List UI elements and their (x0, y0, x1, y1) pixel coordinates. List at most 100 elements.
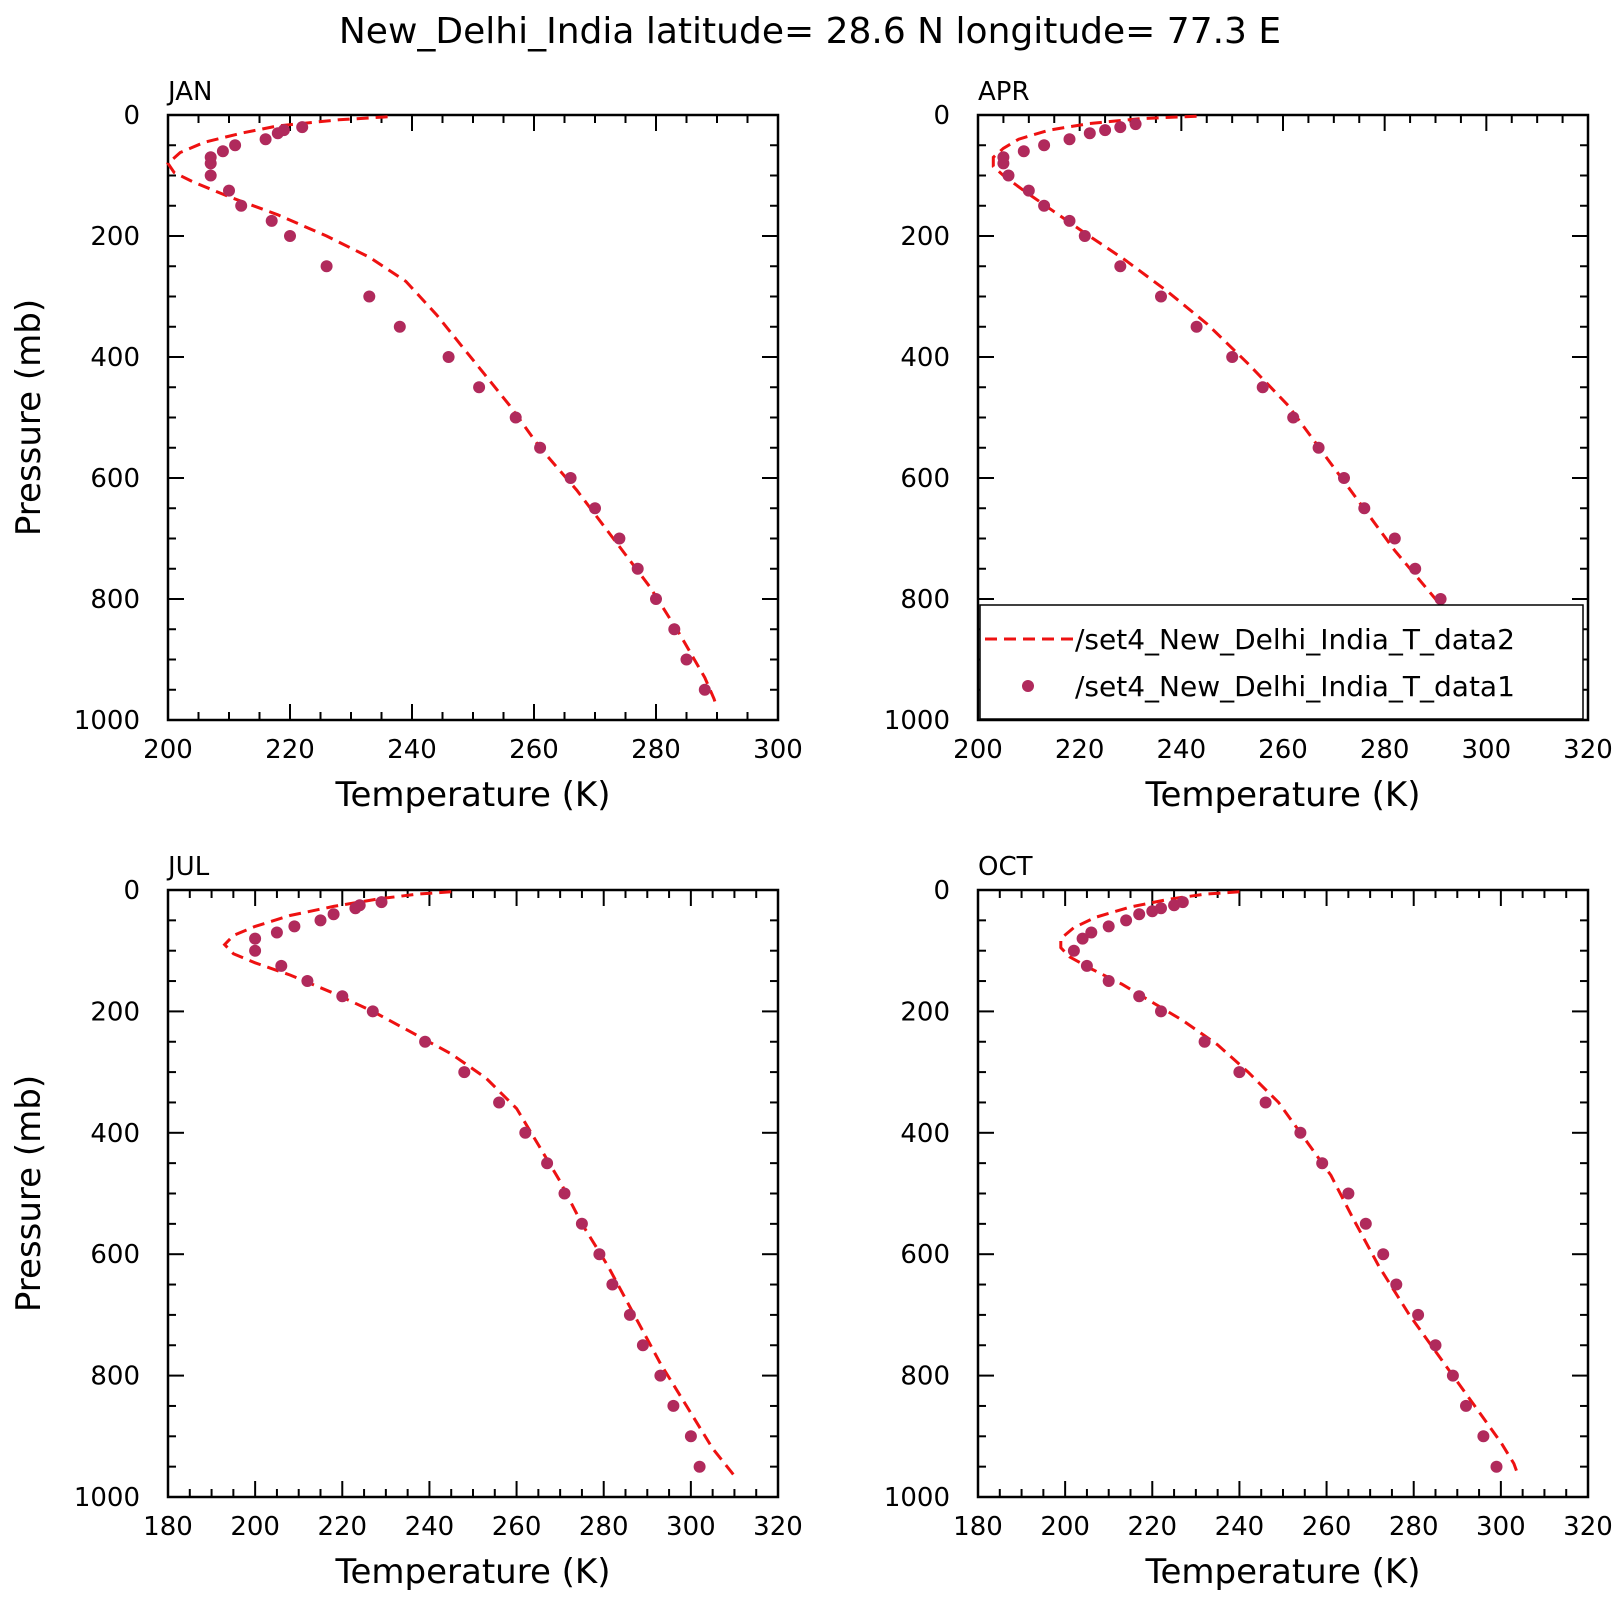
obs-temperature-point (1002, 169, 1015, 182)
obs-temperature-point (1063, 214, 1076, 227)
y-tick-label: 1000 (74, 1483, 140, 1513)
obs-temperature-point (636, 1339, 649, 1352)
obs-temperature-point (534, 441, 547, 454)
y-tick-label: 800 (90, 1362, 140, 1392)
y-tick-label: 800 (900, 585, 950, 615)
obs-temperature-point (650, 593, 662, 605)
panel-label-jul: JUL (166, 852, 210, 882)
obs-temperature-point (558, 1187, 571, 1200)
obs-temperature-point (684, 1430, 697, 1443)
obs-temperature-point (375, 896, 388, 909)
legend-entry-model: /set4_New_Delhi_India_T_data2 (1075, 623, 1515, 656)
x-tick-label: 260 (492, 1512, 542, 1542)
panels: 200 220 240 260 280 300 0 200 400 600 800 1000 JAN Te… (9, 77, 1613, 1592)
obs-temperature-point (1133, 990, 1146, 1003)
x-tick-label: 220 (265, 735, 315, 765)
x-tick-label: 200 (230, 1512, 280, 1542)
model-temperature-line-jul (222, 890, 736, 1477)
x-tick-label: 280 (579, 1512, 629, 1542)
y-tick-label: 600 (900, 464, 950, 494)
y-tick-label: 0 (123, 101, 140, 131)
obs-temperature-point (668, 623, 681, 636)
x-tick-label: 260 (1258, 735, 1308, 765)
y-tick-label: 200 (900, 997, 950, 1027)
legend-box (979, 604, 1584, 720)
obs-temperature-point (1198, 1035, 1211, 1048)
obs-temperature-point (288, 920, 301, 933)
y-axis-label-jan: Pressure (mb) (9, 299, 49, 536)
y-tick-label: 600 (90, 1240, 140, 1270)
y-tick-label: 0 (933, 876, 950, 906)
x-tick-label: 200 (953, 735, 1003, 765)
obs-temperature-point (541, 1157, 554, 1170)
obs-temperature-point (419, 1035, 432, 1048)
y-tick-label: 200 (900, 222, 950, 252)
figure-title: New_Delhi_India latitude= 28.6 N longitu… (339, 11, 1281, 52)
obs-temperature-point (1359, 1217, 1372, 1230)
x-tick-label: 180 (953, 1512, 1003, 1542)
obs-temperature-point (1083, 127, 1096, 140)
y-axis-label-jul: Pressure (mb) (9, 1075, 49, 1312)
obs-temperature-point (519, 1126, 532, 1139)
obs-temperature-point (223, 184, 235, 197)
x-tick-label: 180 (143, 1512, 193, 1542)
y-tick-label: 800 (900, 1362, 950, 1392)
obs-temperature-point (204, 169, 217, 182)
obs-temperature-point (1338, 472, 1350, 484)
obs-temperature-point (1067, 944, 1080, 957)
y-tick-label: 400 (90, 343, 140, 373)
y-tick-label: 400 (90, 1119, 140, 1149)
x-tick-label: 300 (1476, 1512, 1526, 1542)
y-tick-label: 1000 (74, 706, 140, 736)
obs-temperature-point (265, 214, 278, 227)
y-tick-label: 400 (900, 343, 950, 373)
obs-temperature-point (249, 944, 262, 957)
x-tick-label: 280 (1389, 1512, 1439, 1542)
obs-temperature-point (1155, 290, 1167, 303)
y-tick-label: 1000 (884, 1483, 950, 1513)
obs-temperature-point (259, 133, 272, 146)
obs-temperature-point (1434, 593, 1447, 605)
y-tick-label: 600 (90, 464, 140, 494)
obs-temperature-point (284, 230, 296, 242)
x-tick-label: 320 (1563, 735, 1613, 765)
plot-frame-jan (166, 113, 780, 722)
plot-frame-oct (976, 888, 1590, 1499)
y-tick-label: 200 (90, 997, 140, 1027)
obs-temperature-point (442, 351, 455, 363)
obs-temperature-point (1080, 959, 1093, 972)
legend-entry-obs: /set4_New_Delhi_India_T_data1 (1075, 670, 1515, 703)
y-tick-label: 1000 (884, 706, 950, 736)
panel-label-oct: OCT (978, 852, 1033, 882)
obs-temperature-point (1102, 975, 1115, 987)
obs-temperature-point (575, 1217, 588, 1230)
y-tick-label: 400 (900, 1119, 950, 1149)
x-axis-label-jul: Temperature (K) (334, 1552, 610, 1592)
x-tick-label: 240 (387, 735, 437, 765)
obs-temperature-point (1038, 199, 1051, 212)
obs-temperature-point (249, 932, 262, 945)
obs-temperature-point (667, 1399, 680, 1412)
x-axis-label-oct: Temperature (K) (1144, 1552, 1420, 1592)
obs-temperature-point (320, 260, 333, 273)
panel-apr: 200 220 240 260 280 300 320 0 200 400 600 800 1000 AP… (884, 77, 1613, 815)
y-tick-label: 800 (90, 585, 140, 615)
obs-temperature-point (1233, 1066, 1246, 1079)
obs-temperature-point (270, 926, 283, 939)
obs-temperature-point (1085, 926, 1098, 939)
obs-temperature-point (271, 127, 284, 140)
obs-temperature-point (1133, 908, 1146, 921)
x-tick-label: 300 (753, 735, 803, 765)
panel-jul: 180 200 220 240 260 280 300 320 0 200 400 600 800 100… (9, 852, 803, 1592)
obs-temperature-point (1078, 230, 1091, 242)
obs-temperature-point (1155, 1005, 1167, 1018)
obs-temperature-point (301, 975, 314, 987)
x-tick-label: 280 (631, 735, 681, 765)
obs-temperature-point (698, 683, 711, 696)
obs-temperature-point (216, 145, 229, 158)
x-tick-label: 220 (317, 1512, 367, 1542)
y-tick-label: 200 (90, 222, 140, 252)
model-temperature-line-jan (166, 115, 719, 709)
obs-temperature-point (1022, 184, 1035, 197)
